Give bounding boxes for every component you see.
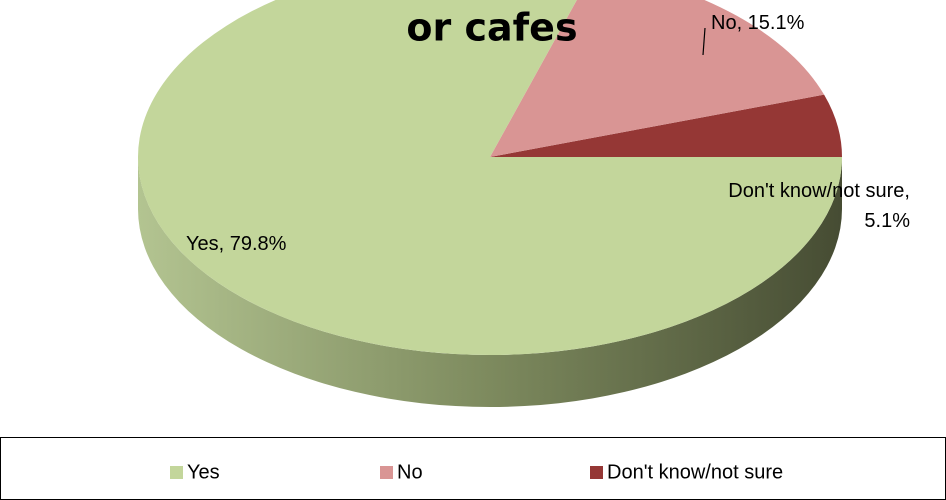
legend-swatch [590,466,603,479]
legend-box [0,437,946,500]
leader-line [702,27,706,56]
legend-swatch [170,466,183,479]
data-label: Yes, 79.8% [186,233,287,255]
legend-swatch [380,466,393,479]
legend-label: No [397,461,423,483]
data-label: No, 15.1% [711,12,805,34]
legend: Yes No Don't know/not sure [170,461,783,483]
data-label: Don't know/not sure, 5.1% [728,180,910,232]
pie-slice [490,0,825,157]
legend-label: Don't know/not sure [607,461,783,483]
pie-slice [138,0,842,355]
legend-label: Yes [187,461,220,483]
pie-slice [490,94,842,157]
pie [138,0,842,407]
pie-side [138,157,842,407]
chart-title: or cafes [406,6,577,50]
